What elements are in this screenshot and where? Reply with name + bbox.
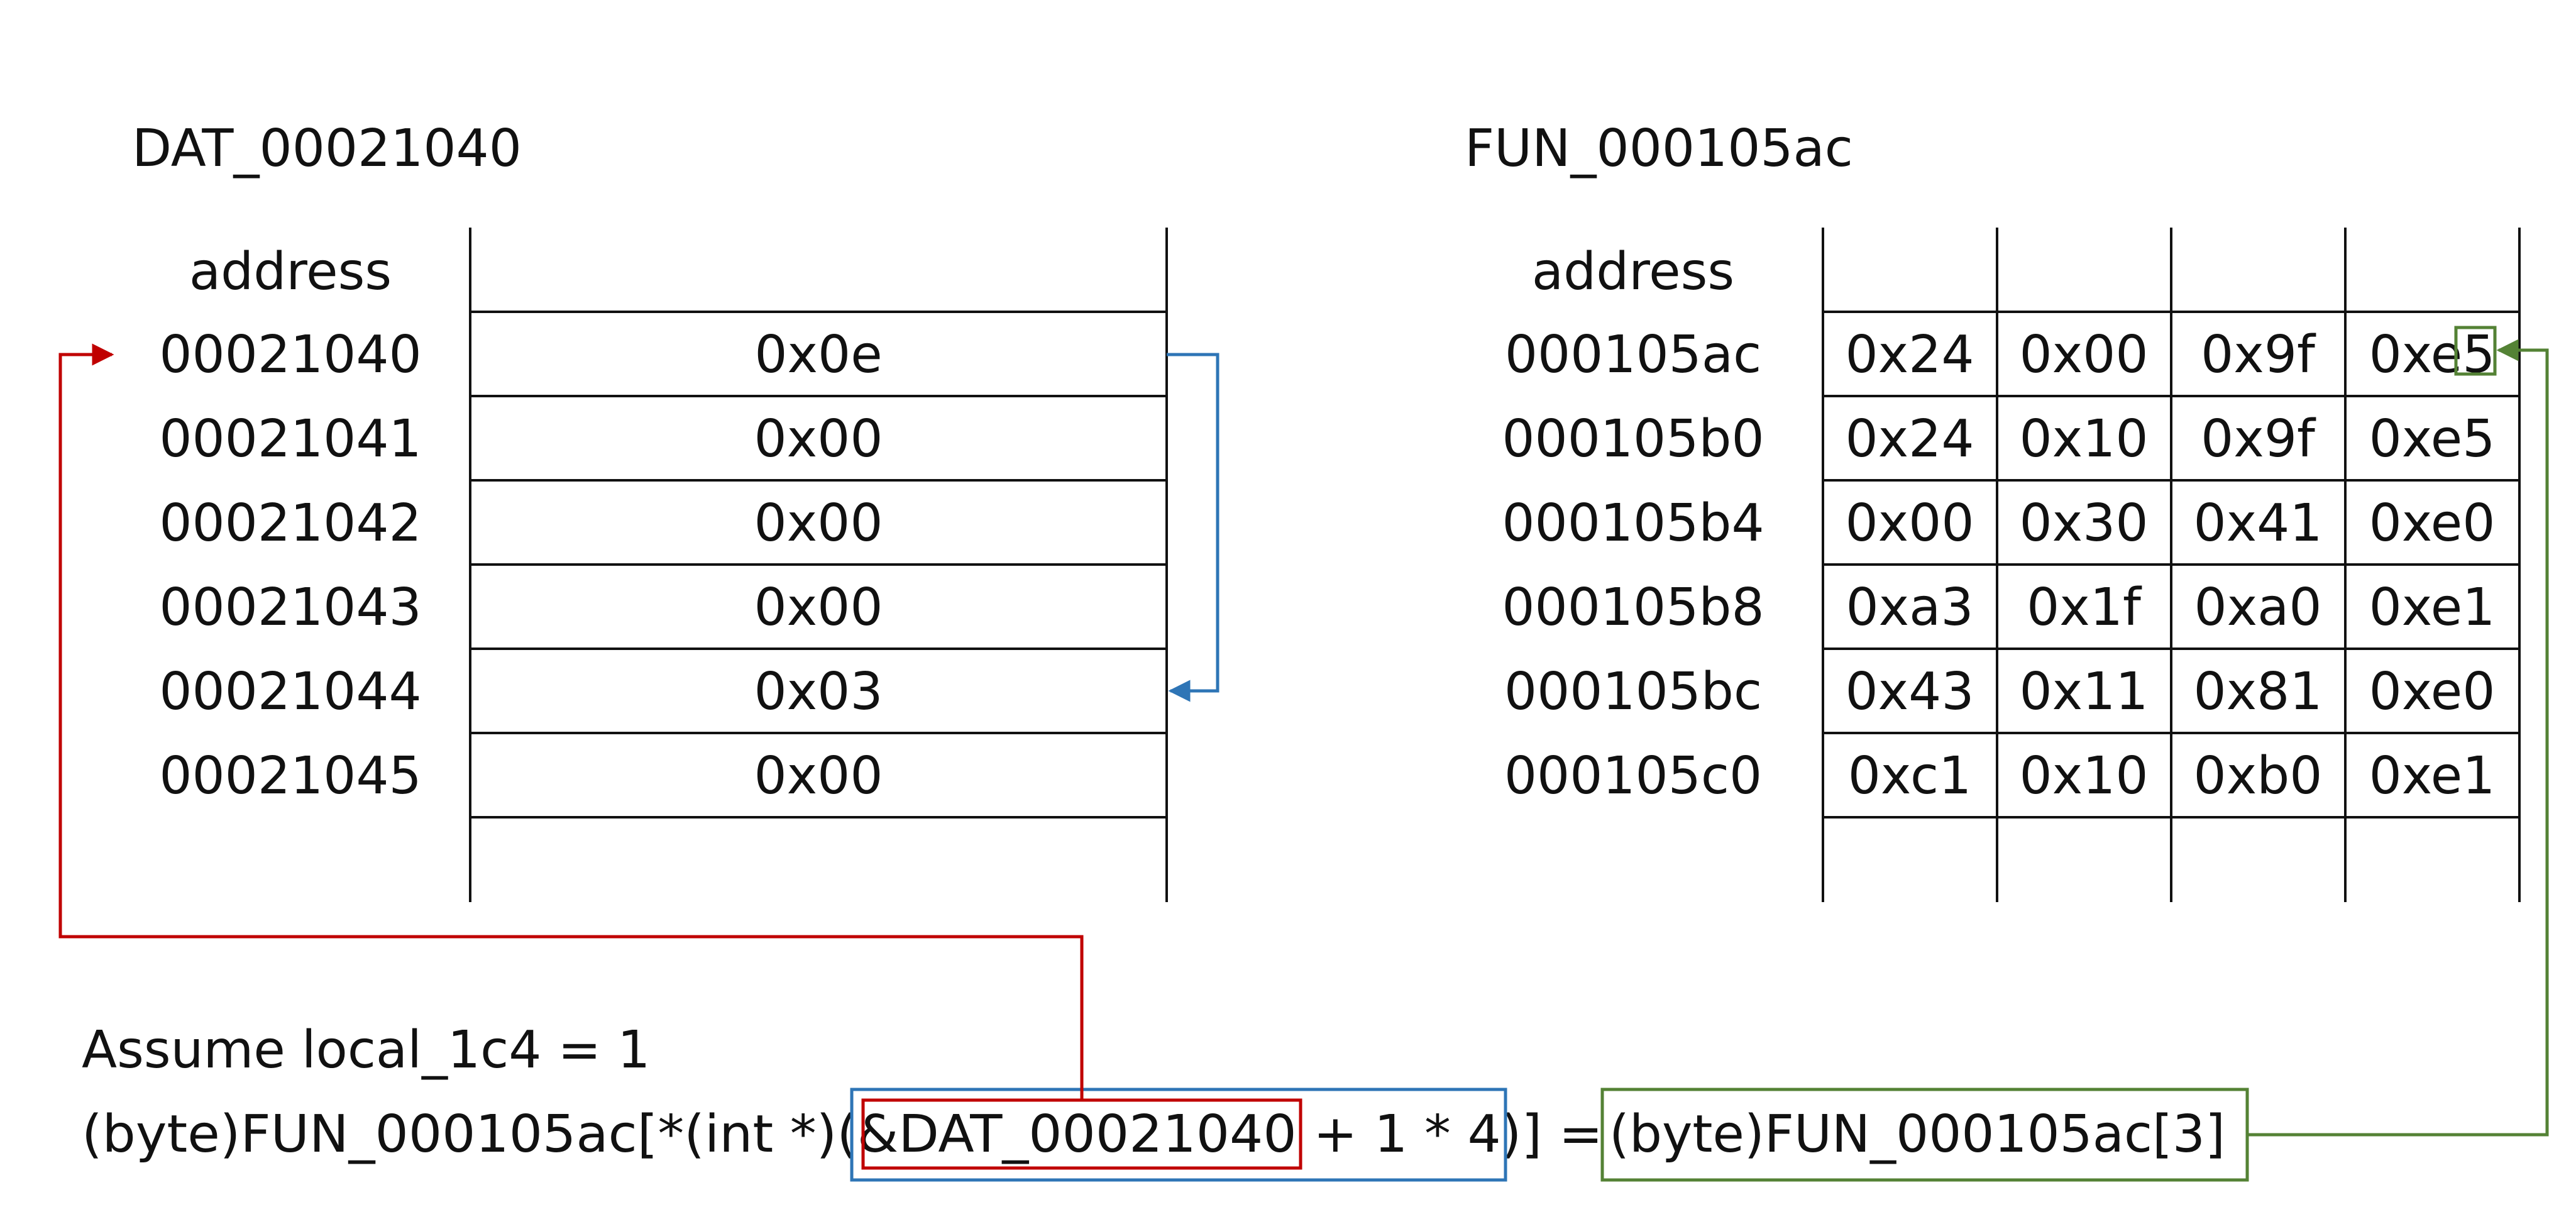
right-byte-cell: 0xc1 bbox=[1848, 746, 1972, 806]
left-address-cell: 00021041 bbox=[159, 409, 421, 469]
right-byte-cell: 0xe5 bbox=[2369, 325, 2496, 385]
right-address-cell: 000105bc bbox=[1504, 662, 1762, 722]
right-byte-cell: 0x00 bbox=[1845, 493, 1974, 553]
right-byte-cell: 0x9f bbox=[2201, 325, 2316, 385]
code-expression: Assume local_1c4 = 1 (byte)FUN_000105ac[… bbox=[82, 1020, 2249, 1182]
assume-text: Assume local_1c4 = 1 bbox=[82, 1020, 650, 1080]
left-value-cell: 0x0e bbox=[754, 325, 882, 385]
right-byte-cell: 0x24 bbox=[1845, 325, 1974, 385]
right-byte-cell: 0x41 bbox=[2193, 493, 2322, 553]
right-byte-cell: 0xa3 bbox=[1846, 578, 1973, 637]
right-byte-cell: 0xa0 bbox=[2194, 578, 2321, 637]
blue-offset-arrow bbox=[1167, 353, 1219, 702]
right-address-cell: 000105b8 bbox=[1502, 578, 1764, 637]
left-address-cell: 00021045 bbox=[159, 746, 421, 806]
right-byte-cell: 0x1f bbox=[2027, 578, 2142, 637]
left-address-header: address bbox=[189, 242, 392, 302]
left-address-cell: 00021042 bbox=[159, 493, 421, 553]
right-byte-cell: 0xe5 bbox=[2369, 409, 2496, 469]
right-byte-cell: 0xe0 bbox=[2369, 662, 2496, 722]
right-address-header: address bbox=[1532, 242, 1734, 302]
left-value-cell: 0x00 bbox=[754, 409, 883, 469]
left-address-cell: 00021040 bbox=[159, 325, 421, 385]
left-value-cell: 0x03 bbox=[754, 662, 883, 722]
right-byte-cell: 0x43 bbox=[1845, 662, 1974, 722]
right-memory-table: FUN_000105ac address 000105ac 000105b0 0… bbox=[1465, 119, 2521, 902]
code-offset: + 1 * 4 bbox=[1297, 1105, 1501, 1164]
right-byte-cell: 0x30 bbox=[2019, 493, 2148, 553]
right-table-title: FUN_000105ac bbox=[1465, 119, 1853, 179]
right-byte-cell: 0x10 bbox=[2019, 409, 2148, 469]
right-byte-cell: 0xe1 bbox=[2369, 746, 2496, 806]
code-dat-ref: &DAT_00021040 bbox=[857, 1105, 1297, 1164]
right-byte-cell: 0x24 bbox=[1845, 409, 1974, 469]
red-pointer-arrow bbox=[58, 343, 1084, 1100]
left-value-cell: 0x00 bbox=[754, 746, 883, 806]
green-byte-highlight bbox=[2454, 326, 2497, 376]
right-byte-cell: 0xb0 bbox=[2194, 746, 2323, 806]
blue-expression-box bbox=[850, 1088, 1507, 1182]
right-byte-cell: 0x81 bbox=[2193, 662, 2322, 722]
right-byte-cell: 0x9f bbox=[2201, 409, 2316, 469]
right-address-cell: 000105c0 bbox=[1504, 746, 1762, 806]
right-address-cell: 000105ac bbox=[1505, 325, 1761, 385]
code-prefix: (byte)FUN_000105ac[*(int *)( bbox=[82, 1105, 857, 1164]
code-line: (byte)FUN_000105ac[*(int *)(&DAT_0002104… bbox=[82, 1105, 1603, 1164]
code-rhs: (byte)FUN_000105ac[3] bbox=[1609, 1105, 2225, 1164]
right-byte-cell: 0xe1 bbox=[2369, 578, 2496, 637]
right-byte-cell: 0xe0 bbox=[2369, 493, 2496, 553]
right-address-cell: 000105b0 bbox=[1502, 409, 1764, 469]
green-value-arrow bbox=[2247, 339, 2549, 1137]
right-byte-cell: 0x11 bbox=[2019, 662, 2148, 722]
left-value-cell: 0x00 bbox=[754, 493, 883, 553]
right-byte-cell: 0x10 bbox=[2019, 746, 2148, 806]
left-table-title: DAT_00021040 bbox=[132, 119, 522, 179]
left-address-cell: 00021043 bbox=[159, 578, 421, 637]
code-assign: )] = bbox=[1501, 1105, 1603, 1164]
right-address-cell: 000105b4 bbox=[1502, 493, 1764, 553]
right-byte-cell: 0x00 bbox=[2019, 325, 2148, 385]
left-value-cell: 0x00 bbox=[754, 578, 883, 637]
left-address-cell: 00021044 bbox=[159, 662, 421, 722]
left-memory-table: DAT_00021040 address 00021040 00021041 0… bbox=[132, 119, 1168, 902]
